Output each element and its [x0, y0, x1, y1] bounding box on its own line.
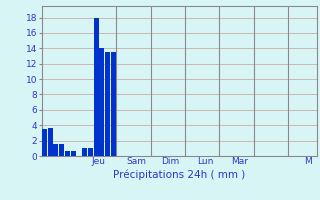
- Bar: [53, 144, 58, 156]
- Bar: [100, 48, 104, 156]
- Bar: [105, 52, 110, 156]
- Bar: [71, 151, 76, 156]
- Bar: [65, 151, 70, 156]
- Bar: [94, 18, 99, 156]
- Bar: [42, 129, 47, 156]
- Bar: [48, 128, 52, 156]
- Bar: [59, 144, 64, 156]
- Bar: [88, 148, 93, 156]
- Bar: [111, 52, 116, 156]
- X-axis label: Précipitations 24h ( mm ): Précipitations 24h ( mm ): [113, 169, 245, 180]
- Bar: [82, 148, 87, 156]
